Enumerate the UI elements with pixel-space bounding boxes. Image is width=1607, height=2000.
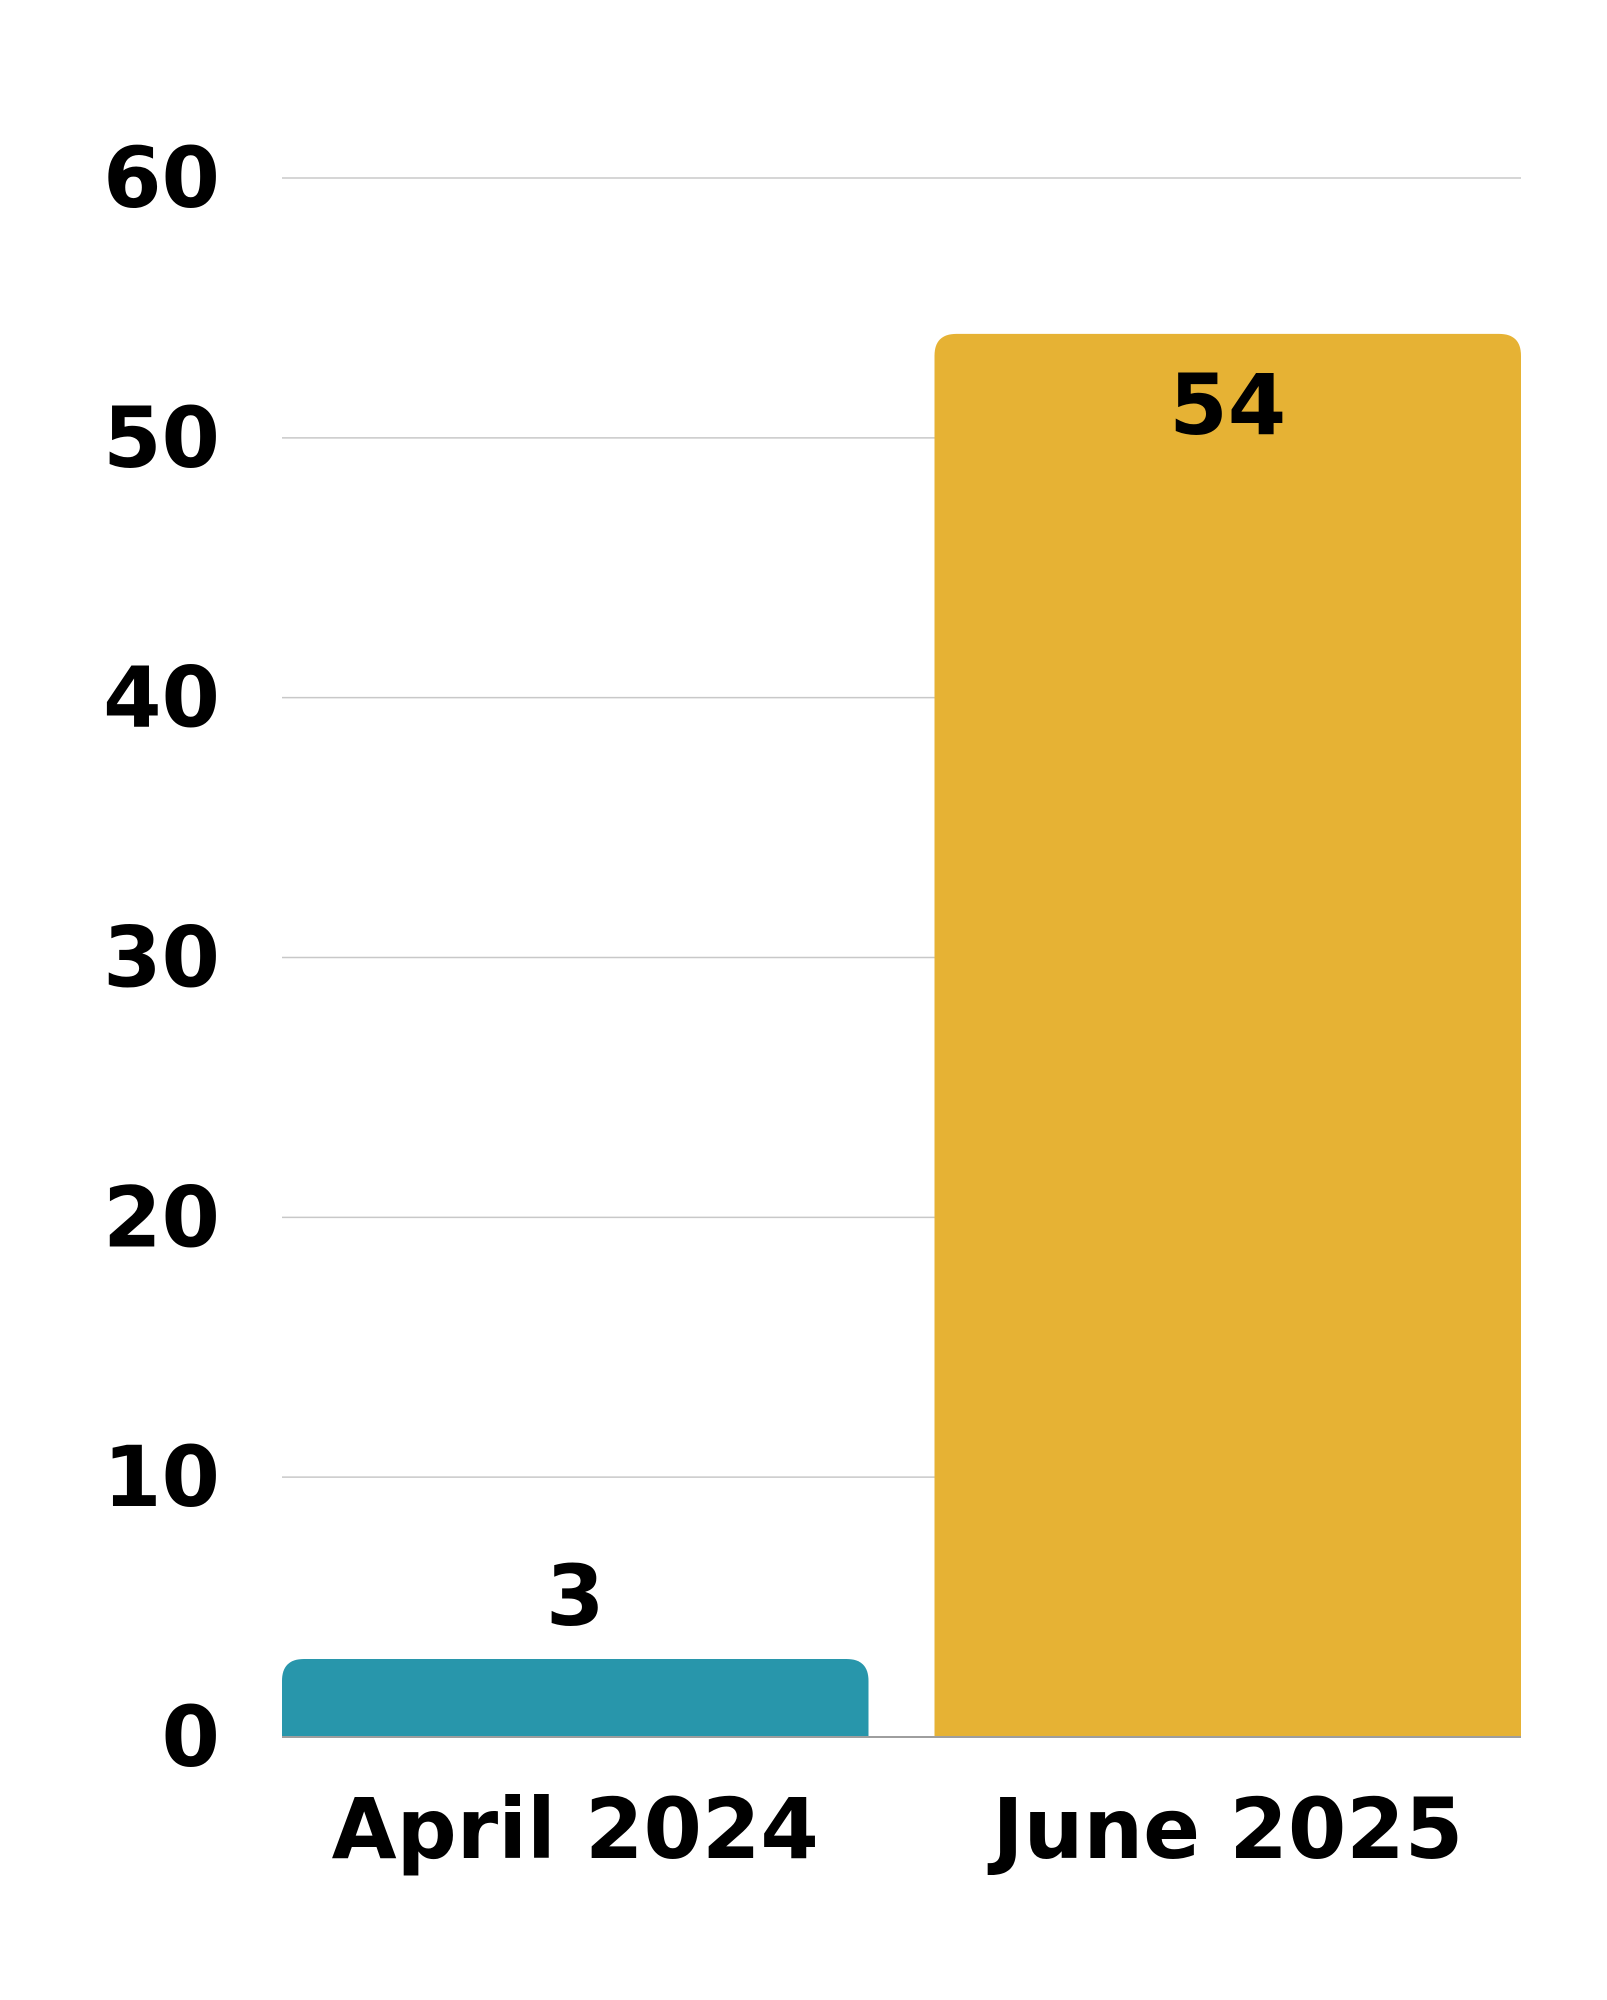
x-category-label: June 2025 [987, 1780, 1463, 1878]
y-axis-tick-labels: 0 10 20 30 40 50 60 [103, 129, 220, 1786]
x-axis-category-labels: April 2024 June 2025 [332, 1780, 1464, 1878]
y-tick-label: 10 [103, 1428, 220, 1526]
y-tick-label: 0 [162, 1688, 220, 1786]
y-tick-label: 60 [103, 129, 220, 227]
data-label: 3 [546, 1547, 604, 1645]
x-category-label: April 2024 [332, 1780, 819, 1878]
bars [282, 333, 1521, 1737]
data-label: 54 [1169, 356, 1286, 454]
y-tick-label: 30 [103, 909, 220, 1007]
bar-april-2024 [282, 1659, 869, 1737]
y-tick-label: 40 [103, 649, 220, 747]
data-labels: 3 54 [546, 356, 1286, 1645]
y-tick-label: 50 [103, 389, 220, 487]
bar-june-2025 [934, 333, 1521, 1737]
y-tick-label: 20 [103, 1168, 220, 1266]
